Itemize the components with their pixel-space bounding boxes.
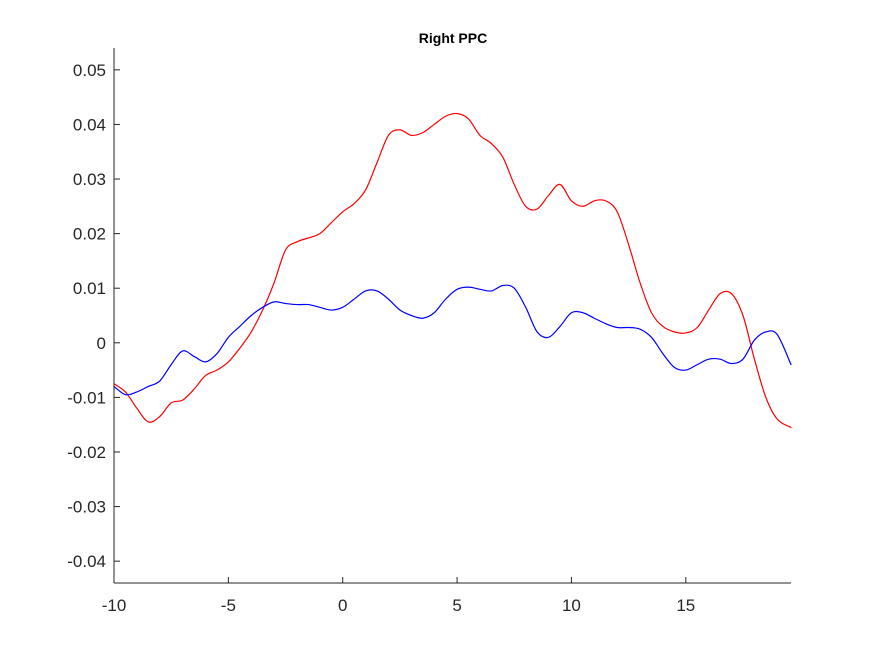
y-tick-label: -0.04 bbox=[67, 552, 106, 571]
x-tick-label: 15 bbox=[676, 596, 695, 615]
y-tick-label: -0.02 bbox=[67, 443, 106, 462]
y-tick-label: -0.01 bbox=[67, 388, 106, 407]
x-tick-label: 10 bbox=[562, 596, 581, 615]
x-tick-label: 0 bbox=[338, 596, 347, 615]
chart-title: Right PPC bbox=[419, 30, 487, 46]
y-tick-label: 0 bbox=[97, 334, 106, 353]
series-line-2 bbox=[113, 284, 792, 396]
x-tick-label: 5 bbox=[452, 596, 461, 615]
series-layer bbox=[113, 112, 792, 429]
y-tick-label: 0.04 bbox=[73, 115, 106, 134]
series-line-1 bbox=[113, 112, 792, 429]
axes-layer: -10 -5 0 5 10 15 -0.04 -0.03 -0.02 -0.01 0 0.01 0.02… bbox=[67, 48, 791, 615]
x-tick-label: -10 bbox=[102, 596, 127, 615]
y-tick-label: 0.01 bbox=[73, 279, 106, 298]
y-tick-label: -0.03 bbox=[67, 498, 106, 517]
x-tick-label: -5 bbox=[221, 596, 236, 615]
y-tick-label: 0.03 bbox=[73, 170, 106, 189]
y-tick-label: 0.02 bbox=[73, 225, 106, 244]
y-tick-label: 0.05 bbox=[73, 61, 106, 80]
